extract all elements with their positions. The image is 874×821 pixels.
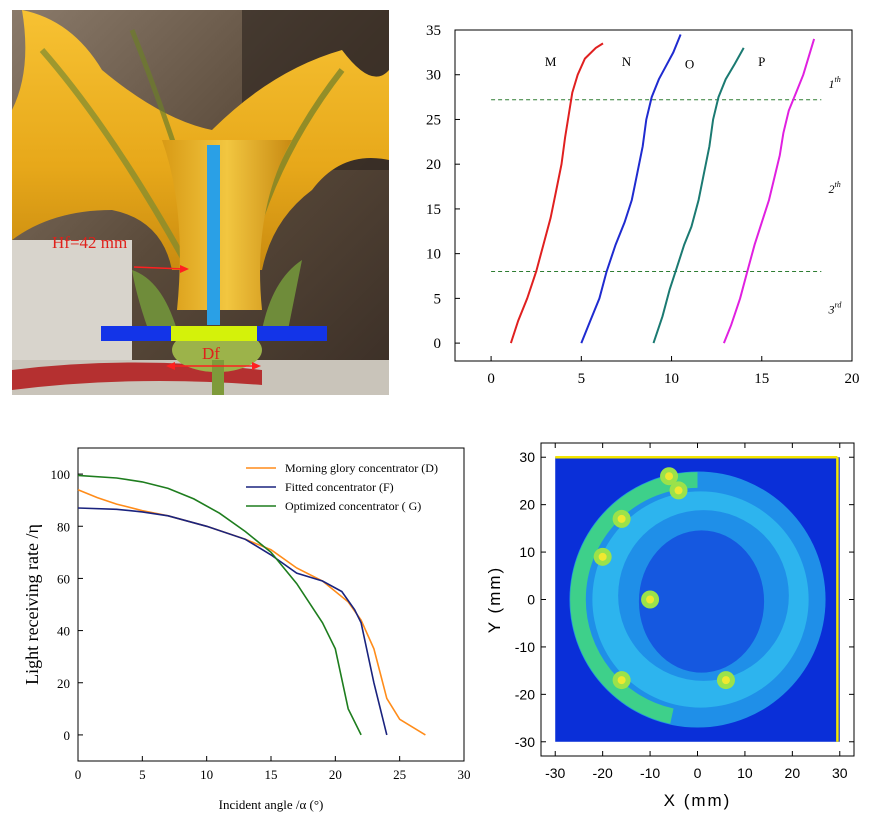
hotspot-core xyxy=(721,676,730,685)
x-tick-label: 10 xyxy=(200,767,213,782)
region-label-sup: th xyxy=(835,75,841,84)
plot-frame xyxy=(454,29,853,362)
x-tick-label: 20 xyxy=(329,767,342,782)
hotspot-core xyxy=(617,676,626,685)
x-tick-label: 20 xyxy=(785,765,801,781)
ring-arc-lower xyxy=(570,599,674,724)
hotspot-core xyxy=(617,514,626,523)
curve-label: N xyxy=(622,54,632,69)
y-tick-label: 20 xyxy=(57,676,70,691)
y-tick-label: 20 xyxy=(426,157,441,173)
y-tick-label: 5 xyxy=(434,291,442,307)
series-curve xyxy=(509,42,604,344)
series-curve xyxy=(580,34,682,344)
mnop-chart-panel: 0 5 10 15 20 0 5 10 15 20 25 30 35 M N O P 1th 2th 3rd xyxy=(400,10,874,395)
y-tick-label: 0 xyxy=(64,728,71,743)
x-tick-label: 0 xyxy=(75,767,82,782)
x-tick-label: 15 xyxy=(754,371,769,387)
series-curve xyxy=(652,47,745,344)
legend-label: Optimized concentrator ( G) xyxy=(285,499,421,513)
y-tick-label: 20 xyxy=(519,497,535,513)
y-axis-label: Light receiving rate /η xyxy=(22,524,42,685)
heatmap-panel: -30 -20 -10 0 10 20 30 -30 -20 -10 0 10 20 30 X (mm) Y … xyxy=(484,430,874,816)
x-tick-label: 5 xyxy=(578,371,586,387)
series-line xyxy=(77,507,388,736)
series-curve xyxy=(722,38,816,344)
df-label: Df xyxy=(202,344,220,363)
region-label-sup: rd xyxy=(835,301,843,310)
series-line xyxy=(77,474,362,736)
x-tick-label: 15 xyxy=(265,767,278,782)
x-tick-label: 30 xyxy=(458,767,471,782)
curve-label: P xyxy=(758,54,765,69)
x-tick-label: 30 xyxy=(832,765,848,781)
disk-core xyxy=(638,530,765,673)
x-tick-label: 0 xyxy=(694,765,702,781)
y-tick-label: 25 xyxy=(426,112,441,128)
legend-label: Fitted concentrator (F) xyxy=(285,480,394,494)
x-axis-label: X (mm) xyxy=(664,791,732,810)
region-label: 3rd xyxy=(828,301,843,317)
y-tick-label: 10 xyxy=(426,247,441,263)
y-tick-label: 15 xyxy=(426,202,441,218)
x-tick-label: -30 xyxy=(545,765,565,781)
y-tick-label: 80 xyxy=(57,519,70,534)
flower-photo: Hf=42 mm Df xyxy=(12,10,389,395)
x-tick-label: 25 xyxy=(393,767,406,782)
x-axis-label: Incident angle /α (°) xyxy=(219,797,324,812)
x-tick-label: -10 xyxy=(640,765,660,781)
irradiance-heatmap: -30 -20 -10 0 10 20 30 -30 -20 -10 0 10 20 30 X (mm) Y … xyxy=(485,442,855,810)
y-tick-label: 10 xyxy=(519,544,535,560)
y-tick-label: 35 xyxy=(426,23,441,39)
y-tick-label: 60 xyxy=(57,571,70,586)
region-label-sup: th xyxy=(835,180,841,189)
flower-photo-panel: Hf=42 mm Df xyxy=(12,10,389,395)
y-tick-label: 0 xyxy=(527,592,535,608)
legend-label: Morning glory concentrator (D) xyxy=(285,461,438,475)
mnop-chart: 0 5 10 15 20 0 5 10 15 20 25 30 35 M N O P 1th 2th 3rd xyxy=(426,23,860,387)
x-tick-label: 20 xyxy=(845,371,860,387)
curve-label: M xyxy=(545,54,557,69)
x-tick-label: 5 xyxy=(139,767,146,782)
light-rate-chart-panel: 0 5 10 15 20 25 30 0 20 40 60 80 100 Incident angle /… xyxy=(0,438,480,816)
hf-label: Hf=42 mm xyxy=(52,233,127,252)
curve-label: O xyxy=(685,56,694,71)
x-tick-label: 10 xyxy=(737,765,753,781)
hotspot-core xyxy=(646,595,655,604)
series-line xyxy=(77,488,426,736)
y-tick-label: -30 xyxy=(515,734,535,750)
y-tick-label: -10 xyxy=(515,639,535,655)
x-tick-label: 0 xyxy=(487,371,495,387)
light-rate-chart: 0 5 10 15 20 25 30 0 20 40 60 80 100 Incident angle /… xyxy=(22,447,471,812)
y-tick-label: -20 xyxy=(515,686,535,702)
region-label: 2th xyxy=(829,180,841,196)
y-tick-label: 40 xyxy=(57,624,70,639)
hotspot-core xyxy=(598,552,607,561)
region-label: 1th xyxy=(829,75,841,91)
y-tick-label: 30 xyxy=(519,449,535,465)
x-tick-label: -20 xyxy=(593,765,613,781)
y-tick-label: 0 xyxy=(434,336,442,352)
hotspot-core xyxy=(665,472,674,481)
y-axis-label: Y (mm) xyxy=(485,566,504,633)
plot-frame xyxy=(77,447,465,762)
y-tick-label: 100 xyxy=(51,467,71,482)
y-tick-label: 30 xyxy=(426,68,441,84)
hotspot-core xyxy=(674,486,683,495)
x-tick-label: 10 xyxy=(664,371,679,387)
